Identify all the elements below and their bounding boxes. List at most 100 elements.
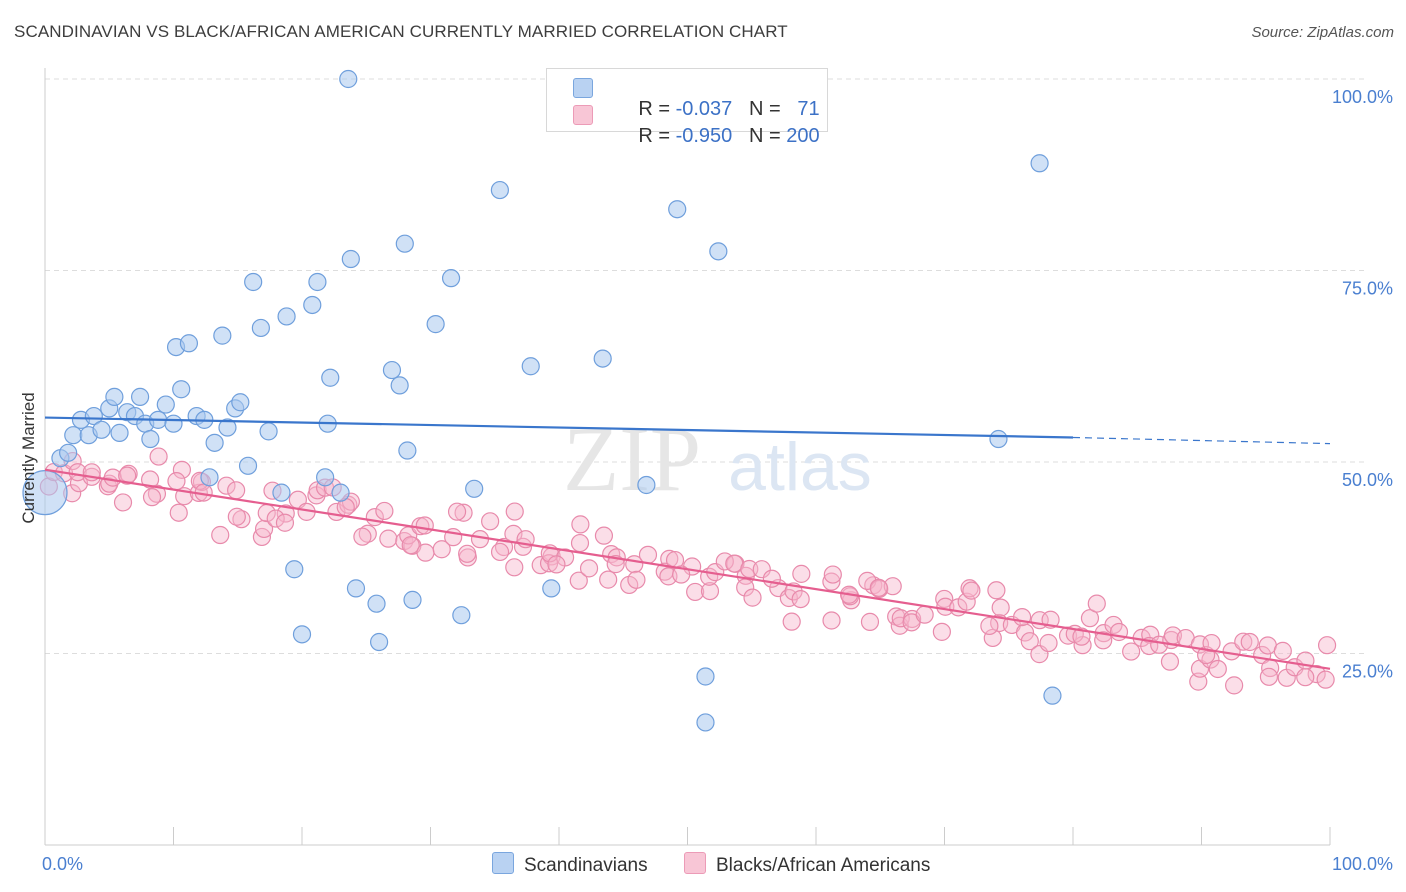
y-tick-label: 25.0% bbox=[1342, 662, 1393, 682]
scatter-point-black-african-american bbox=[211, 525, 230, 545]
scatter-point-black-african-american bbox=[569, 571, 588, 590]
scatter-point-scandinavian bbox=[452, 606, 471, 625]
scatter-point-black-african-american bbox=[883, 577, 902, 596]
scatter-point-black-african-american bbox=[1087, 594, 1106, 613]
scatter-point-black-african-american bbox=[782, 612, 801, 631]
scatter-point-black-african-american bbox=[276, 504, 295, 523]
scatter-point-black-african-american bbox=[932, 622, 951, 641]
scatter-point-black-african-american bbox=[987, 581, 1006, 600]
legend-n-value: 200 bbox=[786, 125, 820, 147]
scatter-point-scandinavian bbox=[259, 422, 278, 441]
scatter-point-black-african-american bbox=[227, 507, 246, 526]
x-tick-label: 0.0% bbox=[42, 854, 83, 874]
scatter-point-black-african-american bbox=[1316, 670, 1335, 689]
chart-title: SCANDINAVIAN VS BLACK/AFRICAN AMERICAN C… bbox=[14, 22, 788, 41]
scatter-point-black-african-american bbox=[149, 447, 168, 466]
legend-n-label: N = bbox=[748, 98, 787, 120]
scatter-point-scandinavian bbox=[285, 560, 304, 579]
scatter-point-black-african-american bbox=[217, 476, 236, 495]
scatter-point-scandinavian bbox=[341, 249, 360, 269]
scatter-point-black-african-american bbox=[935, 589, 954, 609]
scatter-point-scandinavian bbox=[213, 326, 232, 345]
legend-swatch-blue bbox=[573, 78, 593, 98]
scatter-point-black-african-american bbox=[700, 581, 720, 601]
tick-labels: 0.0% 100.0% 25.0% 50.0% 75.0% 100.0% bbox=[42, 87, 1393, 874]
scatter-point-black-african-american bbox=[743, 588, 762, 607]
scatter-point-black-african-american bbox=[762, 569, 781, 588]
trend-line-black-african-americans bbox=[44, 468, 1331, 670]
scatter-point-black-african-american bbox=[481, 512, 500, 531]
scatter-point-scandinavian bbox=[172, 380, 191, 399]
scatter-point-scandinavian bbox=[231, 393, 250, 412]
scatter-point-black-african-american bbox=[547, 555, 566, 574]
legend-row-pink: R = -0.950 N = 200 bbox=[573, 102, 820, 194]
scatter-point-scandinavian bbox=[200, 468, 219, 487]
scatter-point-scandinavian bbox=[346, 579, 366, 598]
scatter-point-scandinavian bbox=[218, 418, 237, 437]
scatter-point-black-african-american bbox=[869, 578, 888, 597]
scatter-point-scandinavian bbox=[542, 579, 561, 598]
scatter-point-black-african-american bbox=[227, 481, 246, 500]
scatter-point-black-african-american bbox=[140, 470, 160, 489]
trend-lines bbox=[44, 416, 1331, 670]
scatter-point-black-african-american bbox=[980, 616, 999, 636]
scatter-point-scandinavian bbox=[251, 318, 270, 338]
scatter-point-black-african-american bbox=[454, 503, 473, 522]
scatter-point-black-african-american bbox=[505, 502, 524, 521]
legend: R = -0.037 N = 71 R = -0.950 N = 200 bbox=[546, 68, 828, 147]
scatter-point-black-african-american bbox=[379, 529, 398, 548]
scatter-point-black-african-american bbox=[470, 530, 490, 549]
scatter-point-black-african-american bbox=[1259, 667, 1279, 686]
bottom-legend-swatch-blue bbox=[492, 852, 514, 874]
scatter-point-black-african-american bbox=[415, 516, 434, 535]
scatter-point-scandinavian bbox=[84, 406, 103, 426]
pink-series-points bbox=[39, 447, 1337, 695]
blue-series-points bbox=[22, 69, 1062, 732]
scatter-point-black-african-american bbox=[957, 592, 976, 611]
axes bbox=[44, 68, 1331, 846]
scatter-point-scandinavian bbox=[367, 594, 386, 613]
legend-row-blue: R = -0.037 N = 71 bbox=[573, 75, 820, 167]
scatter-point-black-african-american bbox=[275, 513, 295, 532]
scatter-point-scandinavian bbox=[303, 295, 322, 315]
scatter-point-black-african-american bbox=[915, 605, 934, 624]
scatter-point-scandinavian bbox=[403, 590, 422, 609]
scatter-point-scandinavian bbox=[308, 272, 327, 292]
scatter-point-scandinavian bbox=[164, 414, 183, 433]
scatter-point-black-african-american bbox=[1072, 627, 1091, 646]
scatter-point-scandinavian bbox=[292, 625, 312, 644]
y-axis-label: Currently Married bbox=[19, 392, 38, 523]
scatter-point-scandinavian bbox=[398, 441, 417, 460]
scatter-point-black-african-american bbox=[791, 589, 810, 609]
scatter-point-black-african-american bbox=[1015, 623, 1035, 642]
x-tick-label: 100.0% bbox=[1332, 854, 1393, 874]
scatter-point-black-african-american bbox=[375, 501, 394, 521]
scatter-point-black-african-american bbox=[570, 533, 590, 553]
scatter-point-black-african-american bbox=[599, 570, 618, 589]
scatter-point-black-african-american bbox=[1080, 609, 1100, 628]
scatter-point-black-african-american bbox=[672, 565, 691, 584]
scatter-point-scandinavian bbox=[321, 368, 340, 387]
scatter-point-black-african-american bbox=[1208, 659, 1227, 679]
scatter-point-black-african-american bbox=[505, 558, 524, 577]
scatter-point-scandinavian bbox=[64, 426, 83, 445]
scatter-point-black-african-american bbox=[822, 572, 841, 591]
scatter-point-black-african-american bbox=[594, 526, 614, 545]
scatter-point-black-african-american bbox=[1240, 632, 1259, 652]
bottom-legend-label: Scandinavians bbox=[524, 855, 648, 876]
scatter-point-black-african-american bbox=[936, 597, 955, 616]
scatter-point-black-african-american bbox=[266, 509, 285, 528]
scatter-point-scandinavian bbox=[59, 443, 78, 462]
scatter-point-black-african-american bbox=[1225, 676, 1244, 695]
scatter-point-scandinavian bbox=[390, 376, 409, 395]
scatter-point-black-african-american bbox=[962, 581, 981, 600]
watermark-zip: ZIP bbox=[563, 408, 701, 510]
legend-r-value: -0.037 bbox=[675, 98, 733, 120]
scatter-point-black-african-american bbox=[113, 493, 133, 512]
scatter-point-scandinavian bbox=[205, 433, 224, 452]
scatter-point-scandinavian bbox=[382, 360, 402, 380]
y-tick-label: 50.0% bbox=[1342, 470, 1393, 490]
scatter-point-scandinavian bbox=[1030, 154, 1049, 173]
scatter-point-scandinavian bbox=[92, 420, 111, 439]
scatter-point-scandinavian bbox=[521, 357, 540, 376]
